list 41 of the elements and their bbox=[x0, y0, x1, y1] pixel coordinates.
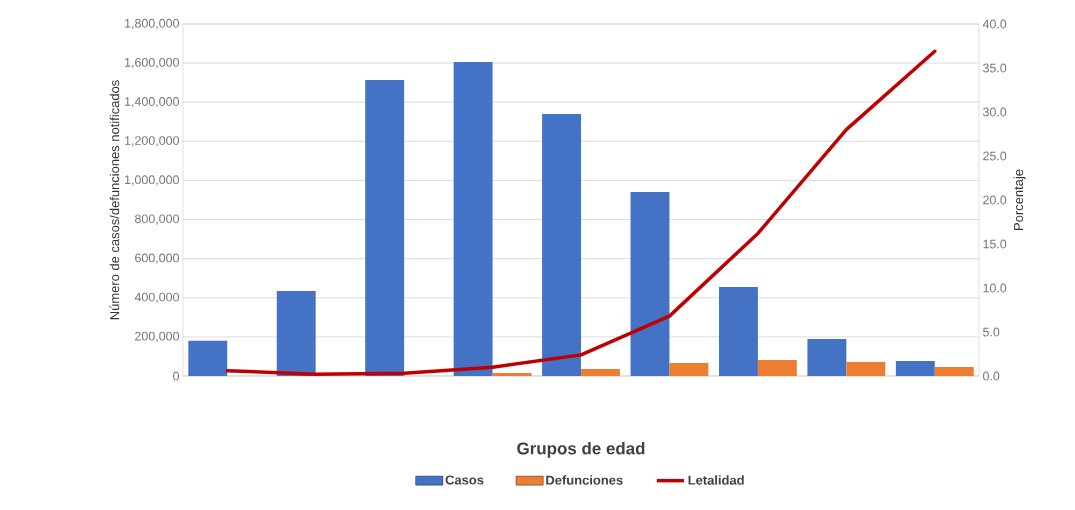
legend-label: Casos bbox=[445, 475, 484, 485]
y-axis-title: Número de casos/defunciones notificados bbox=[109, 80, 120, 320]
y2-tick-label: 40.0 bbox=[982, 19, 1007, 29]
y2-tick-label: 25.0 bbox=[983, 151, 1007, 161]
y-tick-label: 1,200,000 bbox=[125, 136, 179, 147]
bar bbox=[895, 360, 935, 376]
y2-tick-label: 10.0 bbox=[983, 283, 1007, 293]
bar bbox=[807, 339, 847, 376]
y2-tick-label: 5.0 bbox=[983, 327, 1000, 337]
bar bbox=[365, 79, 405, 376]
bar bbox=[188, 340, 228, 376]
line-series bbox=[225, 49, 937, 376]
y-tick-label: 600,000 bbox=[135, 253, 179, 264]
bar bbox=[757, 359, 797, 376]
bar bbox=[718, 287, 758, 376]
legend-label: Defunciones bbox=[546, 475, 623, 485]
y-tick-label: 800,000 bbox=[135, 214, 179, 225]
legend-label: Letalidad bbox=[688, 475, 744, 485]
bar bbox=[630, 191, 670, 376]
bar bbox=[934, 366, 974, 376]
y-tick-label: 0 bbox=[173, 371, 179, 381]
y-tick-label: 1,400,000 bbox=[125, 97, 179, 108]
y2-tick-label: 35.0 bbox=[983, 63, 1007, 73]
x-axis-title: Grupos de edad bbox=[517, 442, 645, 458]
y-tick-label: 400,000 bbox=[134, 292, 179, 303]
bar bbox=[542, 113, 582, 376]
y2-tick-label: 0.0 bbox=[983, 371, 1000, 381]
bar bbox=[846, 361, 886, 376]
bar bbox=[669, 363, 709, 376]
y-tick-label: 200,000 bbox=[135, 331, 179, 343]
bar bbox=[492, 373, 532, 376]
bar bbox=[581, 368, 620, 376]
y-tick-label: 1,800,000 bbox=[125, 18, 179, 30]
y2-axis-title: Porcentaje bbox=[1013, 169, 1026, 230]
y-tick-label: 1,600,000 bbox=[125, 57, 179, 69]
bar bbox=[276, 290, 316, 376]
y2-tick-label: 15.0 bbox=[983, 239, 1007, 249]
y2-tick-label: 30.0 bbox=[983, 107, 1007, 117]
y-tick-label: 1,000,000 bbox=[125, 175, 179, 186]
y2-tick-label: 20.0 bbox=[983, 195, 1007, 205]
bar bbox=[453, 61, 493, 376]
